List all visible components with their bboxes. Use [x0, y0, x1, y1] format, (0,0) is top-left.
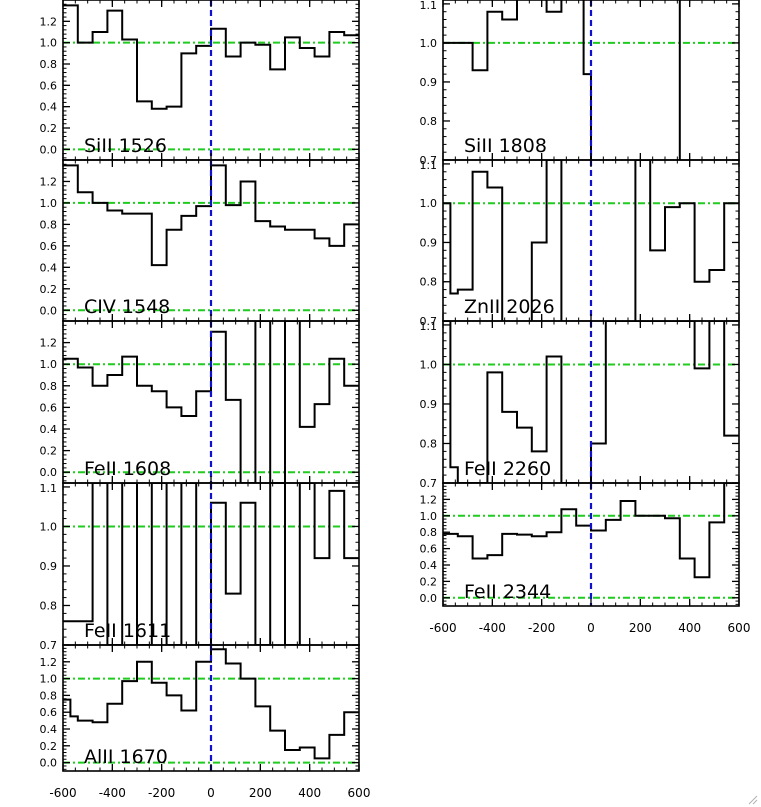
ion-transition-label: SiII 1526: [84, 135, 167, 157]
y-tick-label: 0.6: [40, 79, 58, 92]
y-tick-label: 0.8: [420, 276, 438, 289]
resize-grip-line: [748, 795, 758, 805]
y-tick-label: 1.0: [40, 37, 58, 50]
y-tick-label: 0.2: [420, 575, 438, 588]
y-tick-label: 0.9: [420, 76, 438, 89]
panel-feii-2344: 0.0 0.2 0.4 0.6 0.8 1.0 1.2 FeII 2344 -600 -400 -2…: [420, 482, 751, 635]
y-tick-label: 1.2: [420, 493, 438, 506]
spectrum-series: [443, 0, 681, 160]
y-tick-label: 0.0: [40, 757, 58, 770]
y-tick-label: 0.7: [40, 639, 58, 652]
y-tick-label: 0.0: [40, 143, 58, 156]
y-tick-label: 0.4: [40, 101, 58, 114]
ion-transition-label: CIV 1548: [84, 296, 170, 318]
y-tick-label: 1.1: [420, 0, 438, 12]
y-tick-label: 0.6: [40, 401, 58, 414]
y-tick-label: 0.8: [40, 58, 58, 71]
y-tick-label: 1.0: [420, 37, 438, 50]
y-tick-label: 1.0: [40, 197, 58, 210]
y-tick-label: 0.0: [420, 592, 438, 605]
x-tick-label: 600: [728, 621, 751, 635]
y-tick-label: 0.8: [40, 599, 58, 612]
y-tick-label: 0.2: [40, 122, 58, 135]
y-tick-label: 1.2: [40, 337, 58, 350]
x-tick-label: -600: [429, 621, 456, 635]
y-tick-label: 0.4: [40, 723, 58, 736]
spectrum-series: [63, 483, 359, 645]
x-tick-label: -200: [148, 786, 175, 800]
y-tick-label: 1.2: [40, 15, 58, 28]
panel-feii-1608: 0.0 0.2 0.4 0.6 0.8 1.0 1.2 FeII 1608: [40, 320, 360, 484]
x-tick-label: 200: [629, 621, 652, 635]
ion-transition-label: FeII 2344: [464, 581, 551, 603]
y-tick-label: 1.0: [40, 358, 58, 371]
resize-grip-icon: [748, 795, 758, 805]
y-tick-label: 0.8: [40, 689, 58, 702]
x-tick-label: 0: [207, 786, 215, 800]
y-tick-label: 0.4: [40, 261, 58, 274]
resize-grip-line: [752, 799, 758, 805]
y-tick-label: 1.0: [420, 510, 438, 523]
y-tick-label: 0.7: [420, 154, 438, 167]
x-tick-label: 400: [298, 786, 321, 800]
spectrum-series: [443, 160, 739, 321]
y-tick-label: 0.8: [420, 115, 438, 128]
y-tick-label: 1.1: [40, 482, 58, 495]
y-tick-label: 1.0: [420, 358, 438, 371]
y-tick-label: 0.6: [420, 543, 438, 556]
x-tick-label: 400: [678, 621, 701, 635]
y-tick-label: 1.0: [40, 673, 58, 686]
x-tick-label: -400: [99, 786, 126, 800]
y-tick-label: 0.7: [420, 315, 438, 328]
x-tick-label: -400: [479, 621, 506, 635]
ion-transition-label: FeII 2260: [464, 458, 551, 480]
panel-civ-1548: 0.0 0.2 0.4 0.6 0.8 1.0 1.2 CIV 1548: [40, 159, 360, 322]
y-tick-label: 0.4: [420, 559, 438, 572]
panel-siii-1808: 0.7 0.8 0.9 1.0 1.1 SiII 1808: [420, 0, 740, 167]
y-tick-label: 0.8: [420, 437, 438, 450]
y-tick-label: 1.2: [40, 175, 58, 188]
y-tick-label: 1.0: [420, 197, 438, 210]
y-tick-label: 0.6: [40, 240, 58, 253]
y-tick-label: 0.9: [40, 560, 58, 573]
y-tick-label: 0.2: [40, 283, 58, 296]
y-tick-label: 1.1: [420, 159, 438, 172]
ion-transition-label: FeII 1608: [84, 458, 171, 480]
y-tick-label: 0.6: [40, 706, 58, 719]
y-tick-label: 0.2: [40, 740, 58, 753]
panel-alii-1670: 0.0 0.2 0.4 0.6 0.8 1.0 1.2 AlII 1670 -600 -400 -2…: [40, 644, 371, 800]
y-tick-label: 0.4: [40, 423, 58, 436]
ion-transition-label: AlII 1670: [84, 746, 168, 768]
panel-feii-2260: 0.7 0.8 0.9 1.0 1.1 FeII 2260: [420, 320, 740, 490]
ion-transition-label: FeII 1611: [84, 620, 171, 642]
y-tick-label: 0.8: [420, 526, 438, 539]
y-tick-label: 0.9: [420, 398, 438, 411]
x-tick-label: 0: [587, 621, 595, 635]
y-tick-label: 0.0: [40, 466, 58, 479]
panel-feii-1611: 0.7 0.8 0.9 1.0 1.1 FeII 1611: [40, 482, 360, 652]
panel-siii-1526: 0.0 0.2 0.4 0.6 0.8 1.0 1.2 SiII 1526: [40, 0, 360, 161]
spectrum-series: [443, 321, 739, 483]
x-tick-label: -200: [528, 621, 555, 635]
y-tick-label: 1.1: [420, 320, 438, 333]
ion-transition-label: ZnII 2026: [464, 296, 555, 318]
y-tick-label: 0.0: [40, 304, 58, 317]
x-tick-label: 600: [348, 786, 371, 800]
spectrum-series: [63, 4, 359, 110]
y-tick-label: 0.8: [40, 380, 58, 393]
ion-transition-label: SiII 1808: [464, 135, 547, 157]
y-tick-label: 0.2: [40, 445, 58, 458]
panel-znii-2026: 0.7 0.8 0.9 1.0 1.1 ZnII 2026: [420, 159, 740, 328]
x-tick-label: -600: [49, 786, 76, 800]
spectrum-series: [63, 648, 359, 760]
y-tick-label: 0.8: [40, 218, 58, 231]
y-tick-label: 0.7: [420, 477, 438, 490]
y-tick-label: 1.2: [40, 656, 58, 669]
y-tick-label: 1.0: [40, 520, 58, 533]
y-tick-label: 0.9: [420, 236, 438, 249]
x-tick-label: 200: [249, 786, 272, 800]
